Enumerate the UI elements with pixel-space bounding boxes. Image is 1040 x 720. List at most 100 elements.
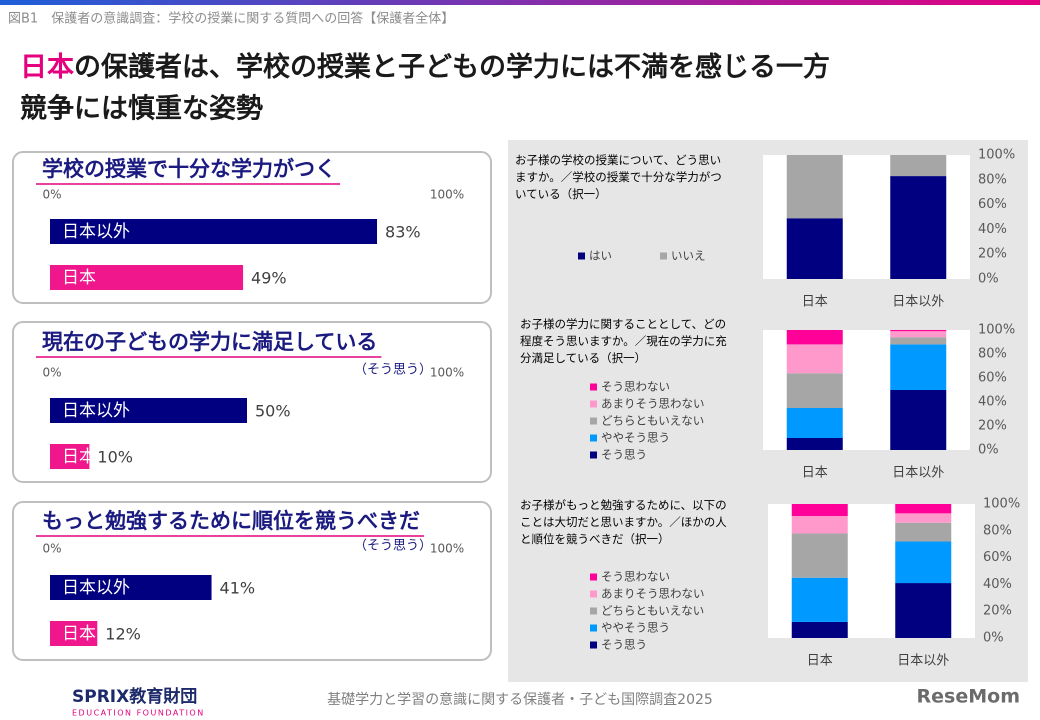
bar-segment: [890, 390, 947, 450]
x-tick-label: 100%: [430, 188, 464, 202]
x-tick-label: 日本以外: [897, 654, 949, 669]
bar-segment: [895, 583, 952, 638]
bar-segment: [895, 513, 952, 523]
x-tick-label: 日本以外: [892, 295, 944, 310]
logo: SPRIX教育財団: [72, 686, 197, 707]
bar-segment: [791, 504, 848, 517]
legend-label: はい: [589, 249, 612, 263]
x-tick-label: 日本: [802, 295, 828, 310]
bar-segment: [890, 331, 947, 338]
bar: [50, 621, 98, 646]
bar: [50, 398, 247, 423]
y-tick-label: 100%: [983, 497, 1020, 512]
y-tick-label: 40%: [983, 577, 1012, 592]
bar-segment: [786, 408, 843, 438]
legend-label: そう思う: [601, 448, 647, 462]
panel-title: 現在の子どもの学力に満足している: [42, 330, 377, 354]
legend-swatch: [590, 607, 597, 615]
x-tick-label: 100%: [430, 366, 464, 380]
legend-swatch: [590, 417, 597, 425]
title-highlight: 日本: [20, 52, 74, 83]
y-tick-label: 0%: [983, 631, 1004, 646]
y-tick-label: 80%: [983, 523, 1012, 538]
value-label: 10%: [97, 448, 133, 467]
x-tick-label: 0%: [42, 188, 61, 202]
y-tick-label: 60%: [978, 371, 1007, 386]
logo-sub: EDUCATION FOUNDATION: [72, 709, 205, 718]
bar: [50, 444, 90, 469]
panel-title: 学校の授業で十分な学力がつく: [42, 157, 336, 181]
x-tick-label: 100%: [430, 542, 464, 556]
bar-segment: [791, 577, 848, 622]
x-tick-label: 日本: [802, 466, 828, 481]
y-tick-label: 20%: [983, 604, 1012, 619]
bar-category: 日本以外: [62, 222, 130, 242]
y-tick-label: 60%: [983, 550, 1012, 565]
legend-label: いいえ: [671, 249, 706, 263]
legend-swatch: [590, 590, 597, 598]
x-tick-label: 0%: [42, 366, 61, 380]
y-tick-label: 80%: [978, 172, 1007, 187]
legend-label: あまりそう思わない: [601, 587, 705, 601]
bar-category: 日本: [62, 624, 96, 644]
legend-label: そう思わない: [601, 570, 670, 584]
legend-swatch: [590, 434, 597, 442]
bar-segment: [895, 541, 952, 584]
legend-label: ややそう思う: [601, 431, 670, 445]
panel: [12, 501, 492, 661]
bar-segment: [786, 155, 843, 219]
x-tick-label: 0%: [42, 542, 61, 556]
legend-swatch: [660, 252, 667, 260]
bar-segment: [791, 621, 848, 638]
value-label: 50%: [255, 402, 291, 421]
bar-segment: [890, 344, 947, 390]
value-label: 41%: [220, 579, 256, 598]
bar-segment: [890, 330, 947, 332]
y-tick-label: 100%: [978, 148, 1015, 163]
panel-subtitle: （そう思う）: [354, 363, 432, 378]
y-tick-label: 20%: [978, 247, 1007, 262]
question: お子様の学力に関することとして、どの程度そう思いますか。／現在の学力に充分満足し…: [520, 317, 727, 365]
legend-swatch: [578, 252, 585, 260]
bar-category: 日本: [62, 447, 96, 467]
x-tick-label: 日本以外: [892, 466, 944, 481]
legend-swatch: [590, 451, 597, 459]
bar-segment: [890, 337, 947, 345]
y-tick-label: 40%: [978, 222, 1007, 237]
legend-swatch: [590, 573, 597, 581]
bar-segment: [786, 330, 843, 345]
bar-segment: [786, 438, 843, 450]
title-line2: 競争には慎重な姿勢: [20, 94, 263, 125]
legend-label: そう思わない: [601, 380, 670, 394]
legend-label: そう思う: [601, 638, 647, 652]
legend-swatch: [590, 624, 597, 632]
bar-category: 日本以外: [62, 578, 130, 598]
legend-label: どちらともいえない: [601, 604, 704, 618]
panel-title: もっと勉強するために順位を競うべきだ: [42, 509, 420, 533]
top-band: [0, 0, 1040, 5]
bar: [50, 219, 378, 244]
bar-segment: [890, 176, 947, 279]
y-tick-label: 100%: [978, 323, 1015, 338]
legend-swatch: [590, 641, 597, 649]
question: お子様の学校の授業について、どう思いますか。／学校の授業で十分な学力がついている…: [515, 153, 722, 201]
panel: [12, 321, 492, 483]
y-tick-label: 0%: [978, 272, 999, 287]
bar-segment: [786, 373, 843, 408]
value-label: 49%: [251, 269, 287, 288]
legend-swatch: [590, 383, 597, 391]
bar: [50, 575, 212, 600]
legend-label: あまりそう思わない: [601, 397, 705, 411]
question: お子様がもっと勉強するために、以下のことは大切だと思いますか。／ほかの人と順位を…: [520, 498, 727, 546]
bar-category: 日本: [62, 268, 96, 288]
bar-segment: [895, 522, 952, 542]
bar-segment: [895, 504, 952, 514]
brand: ReseMom: [917, 686, 1020, 708]
bar-segment: [786, 344, 843, 374]
value-label: 12%: [105, 625, 141, 644]
y-tick-label: 80%: [978, 347, 1007, 362]
title: 日本の保護者は、学校の授業と子どもの学力には不満を感じる一方: [20, 51, 830, 83]
panel-subtitle: （そう思う）: [354, 539, 432, 554]
